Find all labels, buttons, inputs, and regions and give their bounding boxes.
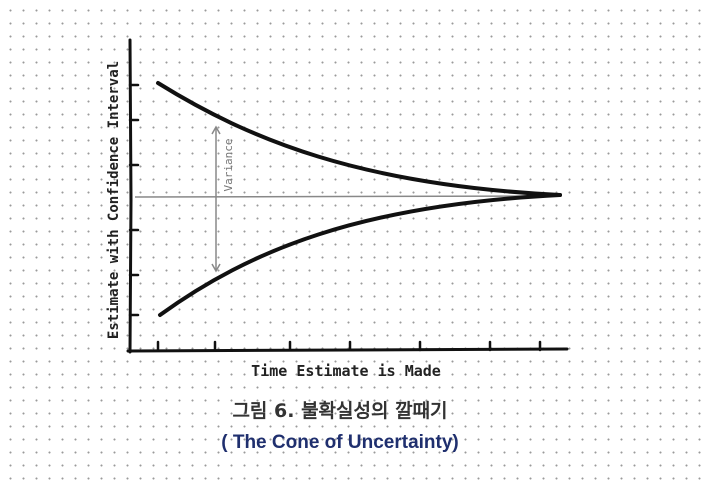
lower-curve [158,193,562,317]
x-axis [126,347,569,353]
variance-label: Variance [222,139,235,192]
x-axis-label: Time Estimate is Made [251,362,441,380]
caption-line2: ( The Cone of Uncertainty) [221,432,459,453]
caption-line1: 그림 6. 불확실성의 깔때기 [232,399,447,422]
axes [126,38,569,354]
y-ticks [128,83,140,317]
variance-arrow [211,125,221,273]
x-ticks [156,340,542,352]
mid-line [134,195,556,198]
y-axis-label: Estimate with Confidence Interval [106,61,122,339]
y-axis [128,38,133,354]
upper-curve [156,81,562,197]
